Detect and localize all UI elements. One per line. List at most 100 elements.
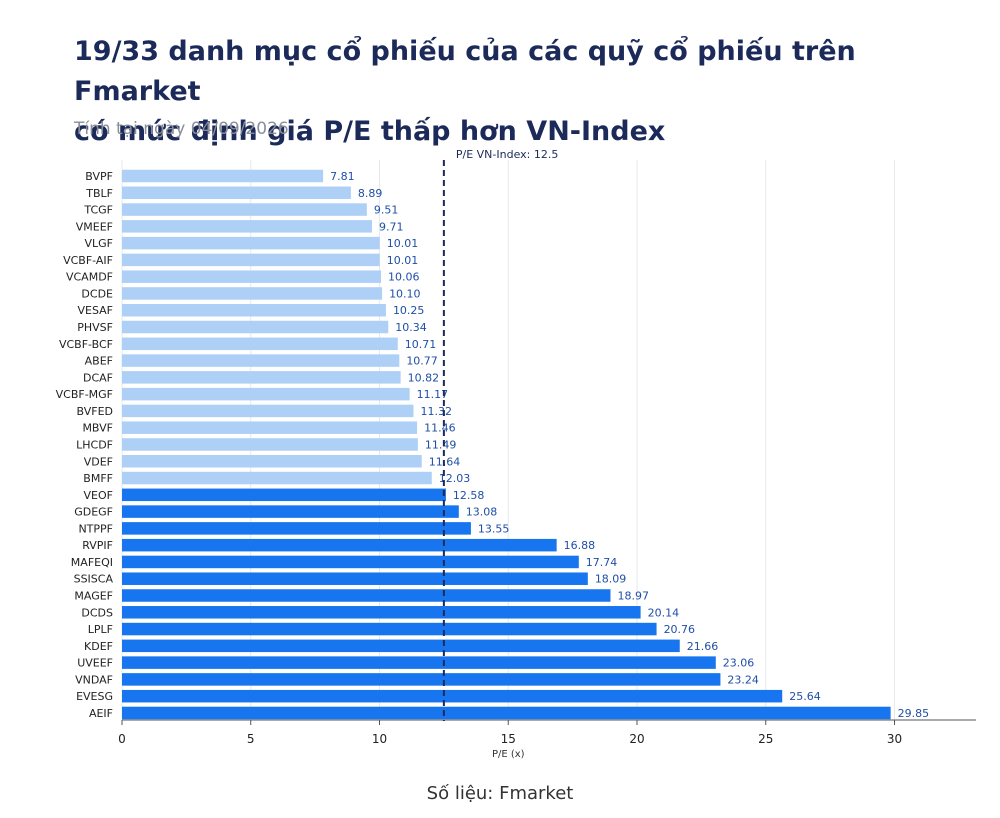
x-tick-label: 5	[247, 732, 255, 746]
bar	[122, 555, 579, 569]
bar	[122, 270, 382, 283]
value-label: 23.06	[723, 657, 755, 670]
x-tick-label: 20	[629, 732, 644, 746]
bar	[122, 488, 446, 502]
bar	[122, 303, 386, 317]
value-label: 11.49	[425, 438, 457, 451]
reference-line-label: P/E VN-Index: 12.5	[456, 148, 559, 161]
value-label: 11.32	[420, 405, 452, 418]
category-label: EVESG	[76, 690, 113, 703]
bar	[122, 455, 422, 468]
value-label: 12.03	[439, 472, 471, 485]
category-label: TCGF	[83, 204, 113, 217]
bar	[122, 538, 557, 552]
value-label: 11.17	[417, 388, 449, 401]
bar	[122, 337, 398, 351]
bar	[122, 253, 380, 267]
x-tick-label: 30	[887, 732, 902, 746]
value-label: 18.09	[595, 573, 627, 586]
value-label: 21.66	[687, 640, 719, 653]
bar	[122, 287, 383, 300]
bar	[122, 371, 401, 384]
title-line-1: 19/33 danh mục cổ phiếu của các quỹ cổ p…	[74, 36, 856, 107]
title-line-2: có mức định giá P/E thấp hơn VN-Index	[74, 116, 666, 147]
bar	[122, 606, 641, 619]
bar	[122, 706, 891, 720]
category-label: VCBF-AIF	[63, 254, 113, 267]
bar	[122, 522, 471, 535]
value-label: 10.06	[388, 271, 420, 284]
value-label: 10.01	[387, 254, 419, 267]
category-label: DCDS	[81, 606, 113, 619]
bar	[122, 505, 459, 518]
value-label: 13.08	[466, 506, 498, 519]
category-label: VLGF	[84, 237, 113, 250]
bar	[122, 471, 432, 485]
bar	[122, 220, 373, 233]
category-label: LHCDF	[76, 438, 113, 451]
category-label: TBLF	[85, 187, 113, 200]
category-label: VCBF-MGF	[56, 388, 113, 401]
category-label: VCAMDF	[66, 271, 113, 284]
category-label: LPLF	[88, 623, 113, 636]
category-label: VNDAF	[75, 673, 113, 686]
value-label: 20.14	[648, 606, 680, 619]
category-label: DCAF	[83, 371, 113, 384]
category-label: RVPIF	[82, 539, 113, 552]
bar	[122, 673, 721, 686]
bar	[122, 236, 380, 250]
bar	[122, 438, 418, 451]
bar-chart: BVPF 7.81 TBLF 8.89 TCGF 9.51 VMEEF 9.71 VLGF 10.…	[56, 148, 976, 760]
category-label: ABEF	[85, 355, 113, 368]
category-label: KDEF	[84, 640, 113, 653]
value-label: 12.58	[453, 489, 485, 502]
bar	[122, 186, 351, 200]
category-label: VCBF-BCF	[59, 338, 113, 351]
value-label: 25.64	[789, 690, 821, 703]
value-label: 17.74	[586, 556, 618, 569]
category-label: AEIF	[89, 707, 113, 720]
bar	[122, 421, 418, 434]
category-label: VESAF	[77, 304, 113, 317]
category-label: VDEF	[84, 455, 113, 468]
x-tick-label: 10	[372, 732, 387, 746]
bar	[122, 404, 414, 418]
bar	[122, 203, 367, 216]
value-label: 7.81	[330, 170, 355, 183]
bar	[122, 169, 324, 183]
x-tick-label: 0	[118, 732, 126, 746]
category-label: UVEEF	[77, 657, 113, 670]
x-tick-label: 15	[501, 732, 516, 746]
bar	[122, 622, 657, 636]
value-label: 8.89	[358, 187, 383, 200]
value-label: 13.55	[478, 522, 510, 535]
category-label: MAGEF	[74, 590, 113, 603]
category-label: VEOF	[84, 489, 113, 502]
value-label: 10.34	[395, 321, 427, 334]
chart-title: 19/33 danh mục cổ phiếu của các quỹ cổ p…	[74, 32, 974, 152]
bar	[122, 589, 611, 602]
value-label: 10.01	[387, 237, 419, 250]
x-tick-label: 25	[758, 732, 773, 746]
bar	[122, 656, 716, 669]
bar	[122, 572, 588, 585]
bar	[122, 689, 783, 703]
bar	[122, 354, 400, 367]
chart-subtitle: Tính tại ngày 04/09/2026	[74, 119, 289, 139]
value-label: 29.85	[898, 707, 930, 720]
value-label: 9.51	[374, 204, 399, 217]
value-label: 18.97	[617, 590, 649, 603]
category-label: MAFEQI	[71, 556, 113, 569]
value-label: 10.82	[408, 371, 440, 384]
bar	[122, 320, 389, 334]
x-axis-label: P/E (x)	[492, 749, 525, 760]
category-label: VMEEF	[76, 220, 113, 233]
category-label: PHVSF	[77, 321, 113, 334]
category-label: BMFF	[83, 472, 113, 485]
value-label: 11.46	[424, 422, 456, 435]
value-label: 10.25	[393, 304, 425, 317]
value-label: 16.88	[564, 539, 596, 552]
category-label: BVFED	[77, 405, 113, 418]
source-note: Số liệu: Fmarket	[426, 783, 574, 804]
value-label: 10.71	[405, 338, 437, 351]
